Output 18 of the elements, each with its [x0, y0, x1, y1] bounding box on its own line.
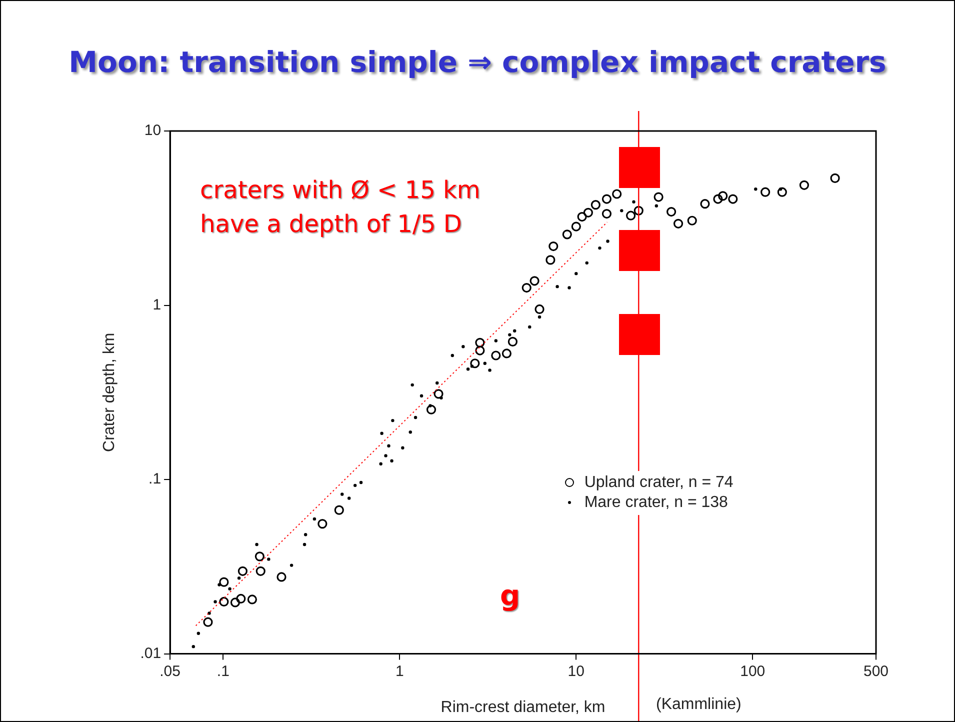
x-tick-label: 500	[863, 662, 889, 680]
legend-label: Upland crater, n = 74	[584, 474, 734, 492]
y-tick-label: .01	[140, 644, 162, 662]
y-tick-label: 10	[144, 122, 162, 140]
x-axis-title: Rim-crest diameter, km	[440, 698, 606, 716]
annotation: craters with Ø < 15 km have a depth of 1/5 D	[200, 175, 480, 240]
x-tick-label: .1	[216, 662, 230, 680]
x-tick-label: 1	[395, 662, 404, 680]
y-tick-label: .1	[148, 470, 162, 488]
x-tick-label: 10	[568, 662, 584, 680]
annotation: g	[500, 578, 520, 612]
legend-label: Mare crater, n = 138	[584, 494, 728, 512]
x-tick-label: .05	[160, 662, 180, 680]
y-tick-label: 1	[152, 296, 162, 314]
chart-title: Moon: transition simple ⇒ complex impact craters	[68, 45, 888, 79]
text: (Kammlinie)	[656, 696, 742, 714]
x-tick-label: 100	[740, 662, 766, 680]
y-axis-title: Crater depth, km	[101, 332, 118, 452]
